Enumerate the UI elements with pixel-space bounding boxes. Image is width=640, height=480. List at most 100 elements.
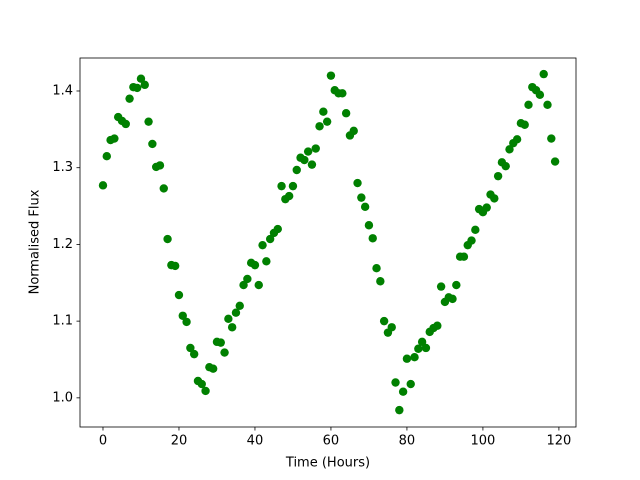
point [501,161,510,171]
point [254,280,263,290]
point [265,234,275,244]
point [398,387,408,396]
point [288,181,298,191]
point [201,386,210,396]
point [110,134,119,143]
point [174,290,184,300]
point [277,181,286,191]
point [338,89,347,98]
point [349,126,358,136]
point [360,202,370,212]
x-axis-label: Time (Hours) [285,456,370,471]
point [433,321,442,330]
point [436,282,446,291]
point [387,323,396,332]
point [144,117,153,126]
point [140,80,149,90]
point [535,90,545,100]
y-tick-label: 1.0 [52,390,73,405]
point [227,323,237,332]
point [136,74,146,83]
point [224,314,233,324]
x-tick-label: 80 [399,434,416,449]
point [372,263,381,273]
point [159,184,168,193]
point [402,354,412,363]
point [512,135,522,144]
point [482,203,491,212]
point [311,144,320,153]
point [341,109,351,118]
point [216,338,225,347]
point [132,83,142,93]
point [182,317,191,327]
point [364,221,374,230]
point [307,160,317,169]
point [243,274,252,284]
y-axis-label: Normalised Flux [28,189,43,294]
point [471,225,480,235]
y-tick-label: 1.4 [52,83,73,98]
point [235,301,244,310]
point [315,122,324,131]
point [125,94,134,103]
point [170,261,180,271]
point [300,155,309,165]
point [505,145,514,154]
point [262,257,271,266]
point [121,119,130,129]
point [250,260,260,270]
point [303,147,313,156]
point [208,364,218,373]
point [379,316,389,326]
point [186,343,195,353]
point [421,343,431,353]
point [395,405,404,415]
point [524,100,533,109]
point [547,134,556,143]
point [391,378,400,387]
point [155,161,165,170]
point [353,178,362,188]
x-tick-label: 60 [323,434,340,449]
point [239,280,248,290]
point [410,352,419,362]
point [292,165,301,175]
point [258,240,267,250]
point [368,234,377,243]
x-tick-label: 120 [546,434,571,449]
point [231,308,241,317]
x-tick-label: 0 [99,434,107,449]
point [490,194,499,203]
y-tick-label: 1.2 [52,237,73,252]
point [163,234,172,244]
point [550,157,560,166]
point [322,117,332,126]
point [197,379,206,389]
point [543,100,552,109]
plot-frame [79,57,577,428]
y-tick-label: 1.3 [52,160,73,175]
y-tick-label: 1.1 [52,314,73,329]
point [148,139,157,149]
point [284,191,294,201]
point [520,120,529,129]
point [178,311,187,320]
x-tick-label: 40 [247,434,264,449]
point [414,344,423,353]
point [406,379,415,389]
x-tick-label: 20 [171,434,188,449]
point [326,71,336,80]
point [493,171,503,181]
point [319,107,328,116]
point [220,348,229,357]
point [189,349,199,359]
point [452,280,461,290]
point [467,236,476,245]
point [417,337,427,347]
point [273,224,282,234]
point [357,193,366,202]
point [539,69,548,79]
